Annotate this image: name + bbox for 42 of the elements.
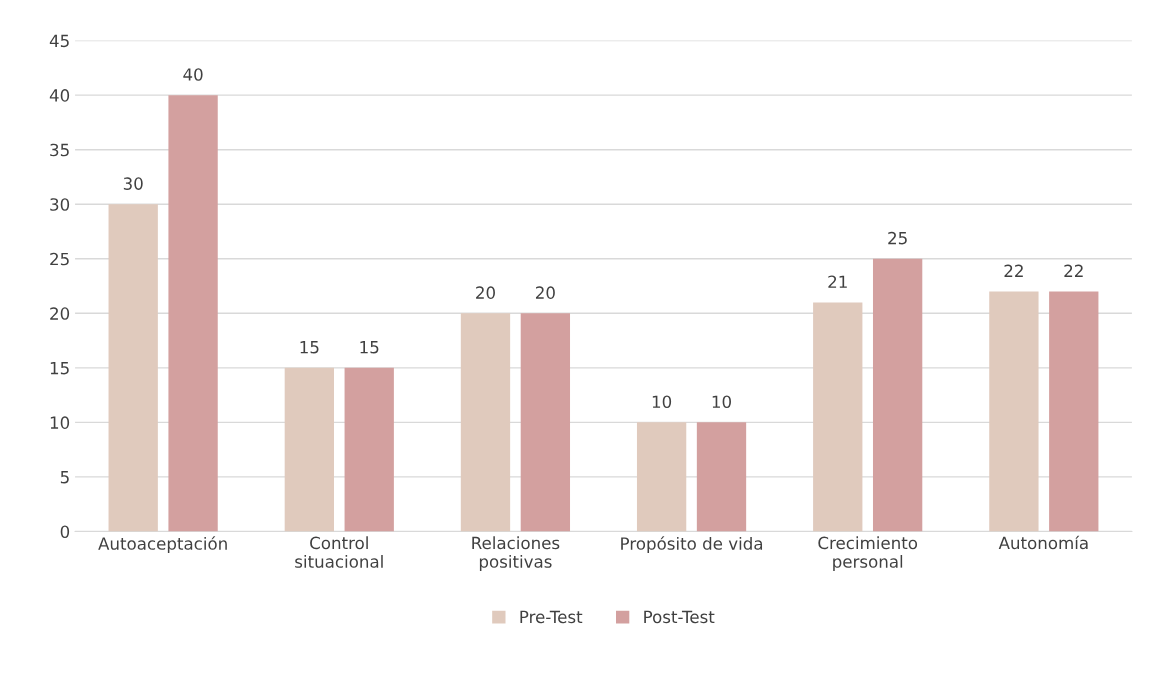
legend-label: Pre-Test: [520, 610, 583, 624]
data-label: 40: [183, 68, 203, 81]
bar: [636, 422, 687, 532]
y-tick-label: 45: [49, 34, 69, 48]
bar: [989, 291, 1039, 532]
data-label: 10: [712, 395, 731, 409]
data-label: 15: [300, 341, 319, 354]
data-label: 10: [652, 395, 672, 409]
data-label: 25: [888, 231, 907, 245]
data-label: 22: [1004, 264, 1023, 277]
y-tick-label: 15: [50, 362, 69, 375]
y-tick-label: 0: [60, 525, 70, 539]
bar: [460, 313, 511, 532]
bar: [520, 313, 571, 532]
y-tick-label: 5: [60, 471, 69, 484]
data-label: 30: [123, 177, 143, 190]
x-tick-label: Autoaceptación: [98, 536, 227, 554]
y-tick-label: 30: [50, 198, 70, 211]
bar: [168, 95, 218, 532]
data-label: 21: [828, 275, 847, 288]
bar: [872, 258, 923, 532]
bar: [344, 367, 394, 532]
data-label: 15: [360, 341, 379, 354]
bar: [696, 422, 747, 532]
y-tick-label: 20: [50, 307, 70, 320]
legend-label: Post-Test: [644, 610, 715, 624]
bar: [813, 302, 863, 532]
y-tick-label: 40: [49, 89, 70, 102]
data-label: 20: [535, 286, 555, 299]
bar: [108, 204, 158, 532]
data-label: 22: [1064, 264, 1083, 277]
data-label: 20: [476, 286, 495, 299]
x-tick-label: Autonomía: [998, 535, 1088, 550]
bar: [1049, 291, 1099, 532]
bar: [284, 367, 334, 532]
x-tick-label: Relaciones positivas: [472, 536, 560, 572]
y-tick-label: 10: [50, 416, 70, 429]
x-tick-label: Crecimiento personal: [818, 536, 918, 572]
y-tick-label: 25: [50, 252, 69, 266]
x-tick-label: Propósito de vida: [621, 536, 763, 554]
y-tick-label: 35: [50, 143, 69, 157]
x-tick-label: Control situacional: [295, 536, 383, 568]
